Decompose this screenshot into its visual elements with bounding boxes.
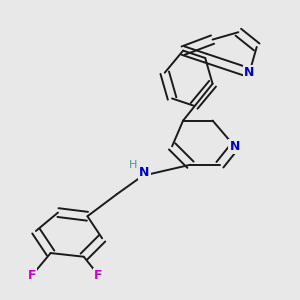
Text: N: N: [230, 140, 240, 153]
Text: F: F: [94, 268, 103, 282]
Text: H: H: [129, 160, 138, 170]
Text: N: N: [244, 66, 255, 79]
Text: N: N: [139, 166, 150, 178]
Text: F: F: [28, 268, 37, 282]
